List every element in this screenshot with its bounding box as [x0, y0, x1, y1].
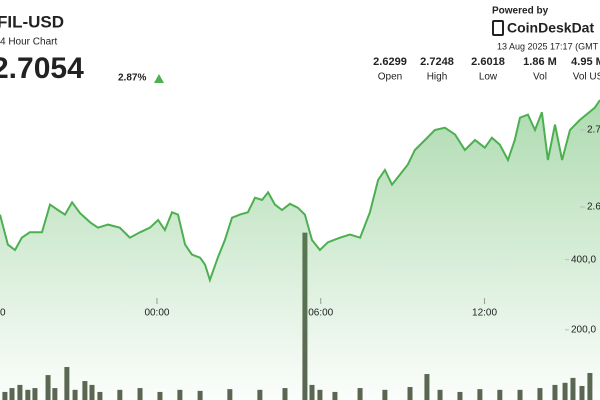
stat-value: 1.86 M — [523, 56, 557, 68]
price: 2.7054 — [0, 52, 84, 85]
symbol: FIL-USD — [0, 12, 64, 31]
y2-tick-label: 400,0 — [571, 254, 596, 265]
y2-tick-label: 200,0 — [571, 324, 596, 335]
y-tick-label: 2.7 — [587, 125, 600, 136]
subtitle: 4 Hour Chart — [0, 37, 57, 48]
x-tick-label: 06:00 — [308, 308, 333, 319]
plot-area — [0, 99, 600, 400]
price-area — [0, 100, 600, 400]
timestamp: 13 Aug 2025 17:17 (GMT — [497, 41, 599, 51]
x-tick-label: 00:00 — [144, 308, 169, 319]
stat-label: Vol US — [573, 72, 600, 83]
stats: 2.6299 Open 2.7248 High 2.6018 Low 1.86 M Vol 4.… — [373, 56, 600, 83]
up-arrow — [154, 74, 164, 83]
brand-name: CoinDeskDat — [507, 20, 594, 36]
stat-value: 2.6018 — [471, 56, 505, 68]
x-tick-label: 12:00 — [472, 308, 497, 319]
stat-value: 2.7248 — [420, 56, 454, 68]
y-tick-label: 2.6 — [587, 202, 600, 213]
stat-label: Vol — [533, 72, 547, 83]
change: 2.87% — [118, 73, 146, 84]
x-tick-label: 0 — [0, 308, 6, 319]
powered-by: Powered by — [492, 6, 549, 17]
logo-icon — [492, 20, 504, 36]
stat-label: Open — [378, 72, 402, 83]
price-line — [0, 99, 600, 284]
stat-label: High — [427, 72, 448, 83]
stat-value: 2.6299 — [373, 56, 407, 68]
stat-label: Low — [479, 72, 498, 83]
stat-value: 4.95 M — [571, 56, 600, 68]
